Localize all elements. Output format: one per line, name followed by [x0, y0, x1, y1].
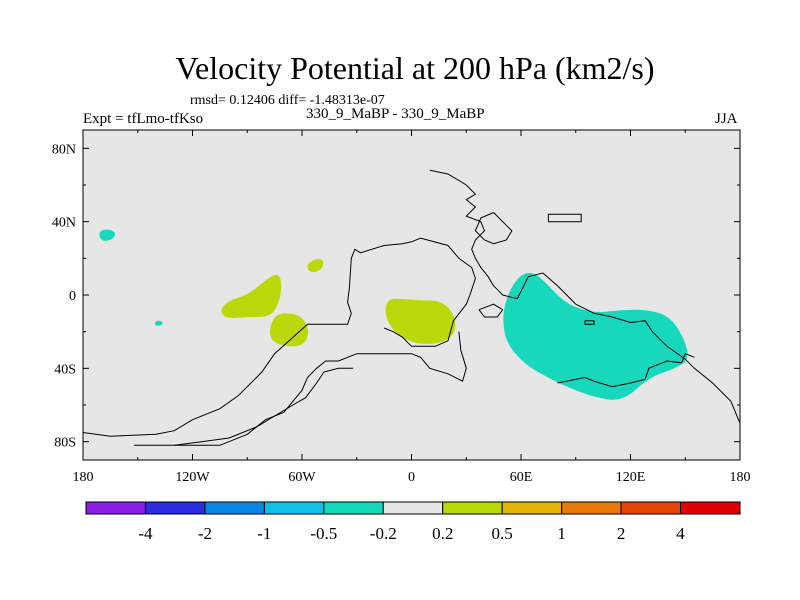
colorbar-label: 0.5	[492, 524, 513, 543]
colorbar-label: -2	[198, 524, 212, 543]
region-atlantic-positive-upper	[221, 274, 282, 319]
y-tick-label: 80N	[52, 142, 76, 157]
colorbar-label: -0.2	[370, 524, 397, 543]
colorbar-swatch	[442, 501, 503, 515]
colorbar-label: 4	[676, 524, 685, 543]
coast-asia-north	[429, 169, 741, 424]
colorbar-swatch	[501, 501, 563, 515]
colorbar-swatch	[382, 501, 444, 515]
x-tick-label: 120E	[616, 470, 646, 485]
case-label: 330_9_MaBP - 330_9_MaBP	[306, 106, 485, 122]
region-africa-positive	[385, 298, 456, 344]
colorbar-swatch	[85, 501, 146, 515]
colorbar-label: 0.2	[432, 524, 453, 543]
y-tick-label: 40S	[54, 362, 76, 377]
y-tick-label: 80S	[54, 436, 76, 451]
y-tick-label: 0	[69, 289, 76, 304]
plot-background	[83, 130, 740, 460]
x-tick-label: 60E	[510, 470, 533, 485]
colorbar-swatch	[323, 501, 384, 515]
region-north-pacific-negative	[99, 229, 116, 241]
x-axis: 180 120W 60W 0 60E 120E 180	[73, 130, 751, 485]
stats-label: rmsd= 0.12406 diff= -1.48313e-07	[190, 93, 385, 108]
coast-australia	[557, 353, 695, 388]
x-tick-label: 180	[730, 470, 751, 485]
colorbar-swatch	[680, 501, 741, 515]
colorbar: -4 -2 -1 -0.5 -0.2 0.2 0.5 1 2 4	[85, 501, 741, 543]
region-south-pacific-negative	[154, 320, 163, 326]
x-tick-label: 60W	[288, 470, 316, 485]
colorbar-swatch	[620, 501, 682, 515]
coast-sea-small	[584, 320, 595, 325]
coast-japan	[547, 213, 582, 223]
x-tick-label: 120W	[175, 470, 210, 485]
colorbar-label: -4	[138, 524, 153, 543]
x-tick-label: 0	[408, 470, 415, 485]
x-tick-label: 180	[73, 470, 94, 485]
colorbar-swatch	[263, 501, 325, 515]
colorbar-label: -0.5	[310, 524, 337, 543]
experiment-label: Expt = tfLmo-tfKso	[83, 111, 204, 127]
chart-title: Velocity Potential at 200 hPa (km2/s)	[175, 50, 655, 86]
colorbar-label: 1	[557, 524, 566, 543]
region-atlantic-positive-lower	[269, 313, 309, 347]
coast-antarctica-strip	[174, 367, 354, 446]
colorbar-swatch	[561, 501, 622, 515]
coastlines	[82, 169, 741, 446]
colorbar-swatch	[204, 501, 265, 515]
colorbar-label: -1	[257, 524, 271, 543]
season-label: JJA	[715, 111, 738, 127]
contour-regions	[99, 229, 688, 400]
region-north-atlantic-positive	[307, 259, 324, 273]
coast-north-america	[82, 237, 476, 437]
colorbar-swatch	[144, 501, 206, 515]
coast-islands	[478, 303, 504, 318]
coast-south-america	[134, 331, 467, 446]
y-axis: 80N 40N 0 40S 80S	[52, 142, 740, 451]
colorbar-label: 2	[617, 524, 626, 543]
region-asia-pacific-negative	[503, 273, 688, 400]
coast-asia-inner	[474, 212, 513, 245]
y-tick-label: 40N	[52, 216, 76, 231]
